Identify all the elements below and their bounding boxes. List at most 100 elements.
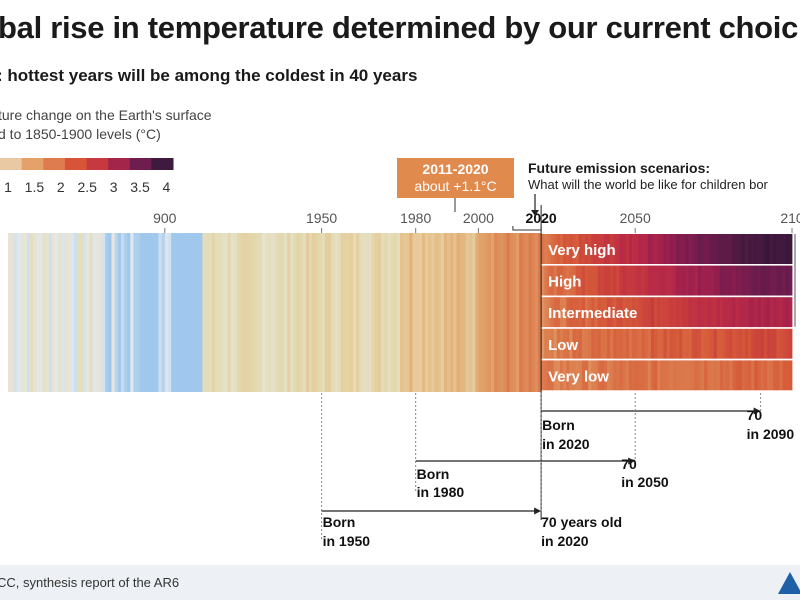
temperature-stripe — [258, 233, 263, 392]
scenario-stripe — [788, 234, 793, 264]
scenario-stripe — [606, 328, 611, 359]
temperature-stripe — [346, 233, 351, 392]
scenario-stripe — [666, 328, 671, 359]
scenario-stripe — [757, 328, 762, 359]
temperature-stripe — [133, 233, 137, 392]
scenario-stripe — [635, 297, 639, 328]
scenario-stripe — [559, 234, 564, 264]
scenario-stripe — [748, 265, 752, 296]
legend-swatch — [129, 158, 152, 170]
scenario-stripe — [672, 265, 677, 296]
scenario-stripe — [713, 265, 718, 296]
scenario-stripe — [751, 328, 755, 359]
chart-title: bal rise in temperature determined by ou… — [0, 10, 799, 45]
scenario-stripe — [773, 234, 777, 264]
scenario-stripe — [788, 328, 793, 359]
scenario-label: Low — [548, 337, 578, 354]
temperature-stripe — [42, 233, 47, 392]
temperature-stripe — [327, 233, 332, 392]
scenario-stripe — [616, 360, 620, 391]
scenario-stripe — [594, 328, 598, 359]
scenario-stripe — [588, 297, 592, 328]
temperature-stripe — [437, 233, 442, 392]
scenario-stripe — [647, 297, 652, 328]
scenario-stripe — [701, 360, 705, 391]
scenario-stripe — [594, 297, 598, 328]
temperature-stripe — [409, 233, 413, 392]
temperature-stripe — [277, 233, 282, 392]
scenario-stripe — [773, 297, 777, 328]
scenario-stripe — [751, 234, 755, 264]
scenario-stripe — [657, 297, 661, 328]
scenario-stripe — [679, 297, 683, 328]
temperature-stripe — [205, 233, 210, 392]
scenario-stripe — [669, 297, 674, 328]
scenario-stripe — [603, 234, 608, 264]
scenario-stripe — [723, 297, 727, 328]
scenario-stripe — [563, 297, 567, 328]
x-tick-label: 900 — [153, 210, 177, 226]
chart-subtitle: : hottest years will be among the coldes… — [0, 66, 418, 85]
scenario-stripe — [738, 297, 743, 328]
scenario-stripe — [632, 328, 636, 359]
scenario-stripe — [788, 297, 793, 328]
temperature-stripe — [224, 233, 228, 392]
scenario-stripe — [710, 328, 714, 359]
scenario-stripe — [704, 328, 708, 359]
temperature-stripe — [415, 233, 420, 392]
scenario-stripe — [572, 234, 577, 264]
scenario-stripe — [603, 297, 608, 328]
scenario-stripe — [572, 297, 577, 328]
temperature-stripe — [519, 233, 523, 392]
generation-born-year: in 1950 — [323, 533, 371, 549]
scenario-stripe — [569, 297, 573, 328]
temperature-stripe — [11, 233, 15, 392]
temperature-stripe — [512, 233, 517, 392]
temperature-stripe — [193, 233, 197, 392]
scenario-stripe — [603, 265, 608, 296]
scenario-stripe — [553, 265, 558, 296]
scenario-stripe — [685, 234, 689, 264]
scenario-stripe — [754, 360, 758, 391]
scenario-stripe — [682, 297, 686, 328]
scenario-stripe — [647, 360, 652, 391]
scenario-stripe — [663, 297, 667, 328]
scenario-stripe — [610, 234, 614, 264]
scenario-stripe — [572, 328, 577, 359]
generation-born-year: in 2020 — [542, 436, 590, 452]
scenario-stripe — [575, 328, 580, 359]
scenario-stripe — [732, 297, 736, 328]
temperature-stripe — [252, 233, 257, 392]
temperature-stripe — [406, 233, 410, 392]
scenario-stripe — [763, 234, 768, 264]
scenario-stripe — [701, 265, 705, 296]
temperature-stripe — [503, 233, 508, 392]
scenario-stripe — [628, 234, 633, 264]
scenario-stripe — [735, 234, 740, 264]
scenario-stripe — [559, 265, 564, 296]
temperature-stripe — [124, 233, 128, 392]
temperature-stripe — [305, 233, 310, 392]
scenario-stripe — [763, 297, 768, 328]
scenario-stripe — [713, 328, 718, 359]
scenario-stripe — [647, 265, 652, 296]
scenario-stripe — [559, 328, 564, 359]
scenario-stripe — [610, 297, 614, 328]
temperature-stripe — [287, 233, 291, 392]
temperature-stripe — [80, 233, 84, 392]
scenario-stripe — [707, 328, 711, 359]
scenario-stripe — [669, 328, 674, 359]
scenario-stripe — [691, 234, 696, 264]
temperature-stripe — [525, 233, 529, 392]
scenario-stripe — [685, 297, 689, 328]
scenario-stripe — [688, 360, 693, 391]
temperature-stripe — [440, 233, 445, 392]
temperature-stripe — [453, 233, 457, 392]
scenario-stripe — [691, 360, 696, 391]
scenario-stripe — [613, 360, 617, 391]
scenario-stripe — [757, 234, 762, 264]
temperature-stripe — [67, 233, 72, 392]
scenario-stripe — [541, 360, 545, 391]
scenario-stripe — [606, 234, 611, 264]
legend-tick-label: 4 — [163, 179, 171, 195]
